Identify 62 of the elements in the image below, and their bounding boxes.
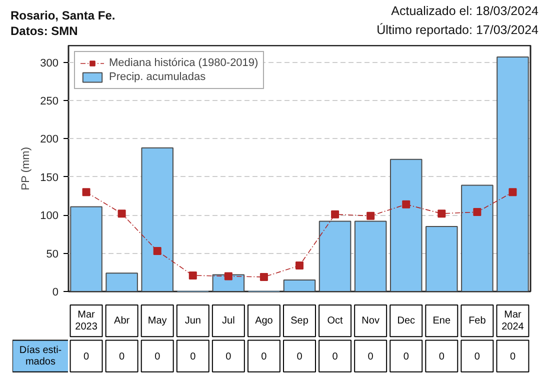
data-label: 0 [261, 352, 268, 363]
x-tick-label: Jun [184, 315, 201, 326]
point [366, 212, 375, 220]
data-label: 0 [332, 352, 338, 363]
data-label: 0 [154, 352, 161, 363]
x-tick-label: Feb [468, 315, 486, 326]
y-tick-label: 0 [52, 286, 59, 298]
x-tick-label: Oct [327, 315, 344, 326]
data-label: 0 [403, 352, 410, 363]
x-tick-label: Sep [290, 315, 309, 326]
data-label: 0 [190, 352, 196, 363]
point [153, 247, 162, 256]
data-label: 0 [119, 352, 126, 363]
y-tick-label: 200 [40, 134, 59, 146]
data-label: 0 [510, 352, 516, 363]
x-tick-label: Abr [114, 315, 130, 326]
y-tick-label: 250 [40, 96, 59, 108]
y-tick-label: 50 [46, 248, 59, 260]
data-label: 0 [368, 352, 374, 363]
point [508, 188, 517, 196]
legend-label: Precip. acumuladas [109, 71, 206, 83]
data-label: 0 [474, 352, 480, 363]
bar [70, 206, 102, 292]
bar [461, 184, 494, 292]
legend-label: Mediana histórica (1980-2019) [109, 57, 258, 69]
point [296, 262, 304, 270]
chart-title: Rosario, Santa Fe. Datos: SMN [10, 8, 116, 38]
bar [318, 220, 352, 292]
point [118, 210, 126, 218]
point [260, 272, 268, 281]
point [331, 210, 340, 218]
data-label: 0 [438, 352, 445, 363]
x-tick-label: Jul [222, 315, 235, 326]
y-axis-title: PP (mm) [20, 147, 32, 190]
y-tick-label: Días esti- mados [19, 344, 62, 368]
x-tick-label: Mar 2024 [502, 309, 524, 332]
bar [496, 56, 529, 292]
x-tick-label: Ago [255, 315, 274, 326]
x-tick-label: May [148, 315, 167, 326]
point [224, 272, 232, 280]
chart-subtitle: Actualizado el: 18/03/2024 Último reportado: 17/03/2024 [376, 4, 539, 37]
x-tick-label: Nov [362, 315, 380, 326]
bar [390, 158, 422, 292]
y-tick-label: 100 [40, 210, 59, 222]
data-label: 0 [226, 352, 232, 363]
data-label: 0 [296, 352, 303, 363]
point [438, 210, 446, 218]
x-tick-label: Dec [397, 315, 416, 326]
bar [106, 272, 138, 292]
point [188, 271, 197, 280]
bar [141, 147, 174, 292]
x-tick-label: Mar 2023 [75, 309, 98, 332]
point [82, 188, 90, 196]
bar [354, 220, 387, 292]
bar [283, 280, 316, 292]
point [473, 208, 482, 216]
x-tick-label: Ene [432, 315, 451, 326]
y-tick-label: 150 [40, 172, 59, 184]
point [402, 200, 410, 208]
bar [426, 226, 458, 292]
data-label: 0 [83, 352, 90, 363]
y-tick-label: 300 [40, 57, 59, 70]
